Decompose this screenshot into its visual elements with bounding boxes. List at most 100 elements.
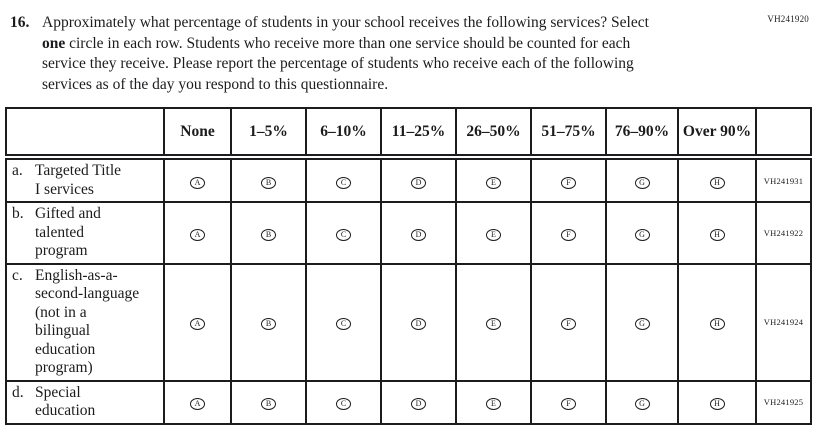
answer-bubble-d[interactable]: D bbox=[411, 398, 426, 410]
answer-bubble-b[interactable]: B bbox=[261, 398, 276, 410]
answer-cell-e[interactable]: E bbox=[455, 156, 532, 203]
answer-cell-b[interactable]: B bbox=[230, 156, 307, 203]
answer-cell-a[interactable]: A bbox=[163, 156, 232, 203]
question-text-part2: circle in each row. Students who receive… bbox=[42, 34, 634, 93]
row-letter: c. bbox=[12, 266, 23, 284]
answer-cell-f[interactable]: F bbox=[530, 201, 607, 265]
answer-cell-c[interactable]: C bbox=[305, 156, 382, 203]
answer-cell-d[interactable]: D bbox=[380, 156, 457, 203]
answer-cell-c[interactable]: C bbox=[305, 262, 382, 382]
question-text-bold: one bbox=[42, 34, 66, 52]
answer-cell-g[interactable]: G bbox=[605, 262, 679, 382]
answer-bubble-h[interactable]: H bbox=[709, 398, 725, 410]
page-code: VH241920 bbox=[767, 14, 809, 24]
answer-bubble-f[interactable]: F bbox=[561, 318, 576, 330]
answer-cell-e[interactable]: E bbox=[455, 201, 532, 265]
answer-bubble-d[interactable]: D bbox=[411, 318, 426, 330]
row-code: VH241931 bbox=[755, 156, 812, 203]
corner-cell bbox=[5, 107, 165, 160]
answer-bubble-c[interactable]: C bbox=[336, 176, 351, 189]
answer-bubble-d[interactable]: D bbox=[411, 176, 426, 189]
answer-bubble-a[interactable]: A bbox=[190, 176, 205, 189]
table-row: a. Targeted Title I services A B C D E F… bbox=[5, 156, 812, 203]
row-label-text: Gifted and talented program bbox=[35, 205, 101, 259]
answer-cell-b[interactable]: B bbox=[230, 201, 307, 265]
row-code: VH241922 bbox=[755, 201, 812, 265]
answer-bubble-b[interactable]: B bbox=[261, 176, 276, 189]
answer-cell-f[interactable]: F bbox=[530, 156, 607, 203]
answer-cell-h[interactable]: H bbox=[677, 201, 757, 265]
answer-bubble-a[interactable]: A bbox=[190, 398, 205, 410]
row-label-text: Targeted Title I services bbox=[35, 162, 122, 198]
row-label-text: Special education bbox=[35, 383, 96, 420]
answer-cell-e[interactable]: E bbox=[455, 262, 532, 382]
question-16: 16. Approximately what percentage of stu… bbox=[10, 13, 804, 95]
answer-bubble-g[interactable]: G bbox=[634, 318, 650, 330]
table-row: d. Special education A B C D E F G H VH2… bbox=[5, 379, 812, 425]
row-letter: a. bbox=[12, 162, 23, 179]
row-label-wrap: d. Special education bbox=[7, 382, 163, 423]
column-header-11-25: 11–25% bbox=[380, 107, 457, 160]
column-header-76-90: 76–90% bbox=[605, 107, 679, 160]
answer-bubble-f[interactable]: F bbox=[561, 398, 576, 410]
answer-cell-g[interactable]: G bbox=[605, 379, 679, 425]
answer-cell-d[interactable]: D bbox=[380, 379, 457, 425]
answer-cell-b[interactable]: B bbox=[230, 262, 307, 382]
answer-bubble-b[interactable]: B bbox=[261, 318, 276, 330]
row-label-text: English-as-a- second-language (not in a … bbox=[35, 266, 140, 377]
row-label: d. Special education bbox=[5, 379, 165, 425]
answer-bubble-g[interactable]: G bbox=[634, 176, 650, 189]
question-number: 16. bbox=[10, 14, 30, 31]
answer-bubble-g[interactable]: G bbox=[634, 398, 650, 410]
row-label-wrap: a. Targeted Title I services bbox=[7, 160, 163, 201]
row-label: c. English-as-a- second-language (not in… bbox=[5, 262, 165, 382]
column-header-1-5: 1–5% bbox=[230, 107, 307, 160]
column-header-over-90: Over 90% bbox=[677, 107, 757, 160]
answer-cell-a[interactable]: A bbox=[163, 379, 232, 425]
answer-cell-h[interactable]: H bbox=[677, 379, 757, 425]
question-text: Approximately what percentage of student… bbox=[42, 13, 649, 95]
answer-bubble-h[interactable]: H bbox=[709, 176, 725, 189]
column-header-26-50: 26–50% bbox=[455, 107, 532, 160]
answer-cell-g[interactable]: G bbox=[605, 156, 679, 203]
answer-cell-d[interactable]: D bbox=[380, 201, 457, 265]
answer-bubble-f[interactable]: F bbox=[561, 176, 576, 189]
answer-cell-f[interactable]: F bbox=[530, 379, 607, 425]
column-header-none: None bbox=[163, 107, 232, 160]
answer-bubble-c[interactable]: C bbox=[336, 318, 351, 330]
answer-bubble-c[interactable]: C bbox=[336, 398, 351, 410]
answer-bubble-d[interactable]: D bbox=[411, 228, 426, 241]
row-letter: d. bbox=[12, 383, 24, 401]
answer-bubble-e[interactable]: E bbox=[486, 398, 501, 410]
answer-cell-e[interactable]: E bbox=[455, 379, 532, 425]
table-row: c. English-as-a- second-language (not in… bbox=[5, 262, 812, 382]
answer-cell-h[interactable]: H bbox=[677, 262, 757, 382]
code-column-header bbox=[755, 107, 812, 160]
answer-bubble-b[interactable]: B bbox=[261, 228, 276, 241]
row-label: a. Targeted Title I services bbox=[5, 156, 165, 203]
row-label-wrap: b. Gifted and talented program bbox=[7, 203, 163, 263]
answer-bubble-h[interactable]: H bbox=[709, 228, 725, 241]
answer-bubble-c[interactable]: C bbox=[336, 228, 351, 241]
column-header-6-10: 6–10% bbox=[305, 107, 382, 160]
answer-cell-d[interactable]: D bbox=[380, 262, 457, 382]
answer-cell-c[interactable]: C bbox=[305, 379, 382, 425]
answer-cell-f[interactable]: F bbox=[530, 262, 607, 382]
answer-bubble-a[interactable]: A bbox=[190, 228, 205, 241]
answer-cell-a[interactable]: A bbox=[163, 201, 232, 265]
row-label-wrap: c. English-as-a- second-language (not in… bbox=[7, 265, 163, 380]
response-grid-table: None 1–5% 6–10% 11–25% 26–50% 51–75% 76–… bbox=[5, 107, 812, 425]
answer-cell-b[interactable]: B bbox=[230, 379, 307, 425]
answer-bubble-e[interactable]: E bbox=[486, 176, 501, 189]
answer-bubble-g[interactable]: G bbox=[634, 228, 650, 241]
table-row: b. Gifted and talented program A B C D E… bbox=[5, 201, 812, 265]
answer-bubble-e[interactable]: E bbox=[486, 318, 501, 330]
answer-bubble-h[interactable]: H bbox=[709, 318, 725, 330]
answer-cell-h[interactable]: H bbox=[677, 156, 757, 203]
answer-cell-c[interactable]: C bbox=[305, 201, 382, 265]
answer-bubble-a[interactable]: A bbox=[190, 318, 205, 330]
answer-cell-a[interactable]: A bbox=[163, 262, 232, 382]
answer-bubble-f[interactable]: F bbox=[561, 228, 576, 241]
answer-cell-g[interactable]: G bbox=[605, 201, 679, 265]
answer-bubble-e[interactable]: E bbox=[486, 228, 501, 241]
